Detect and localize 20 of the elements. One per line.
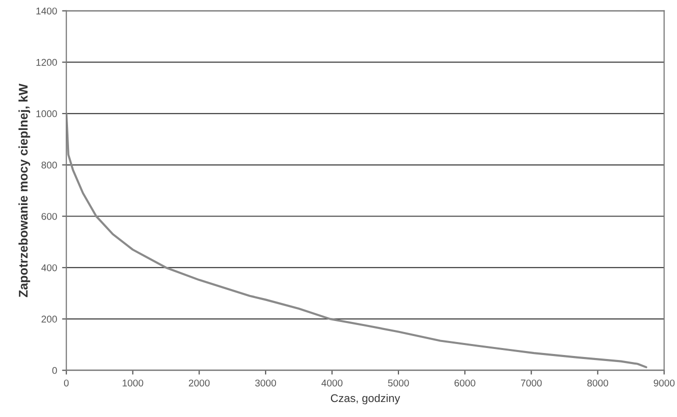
x-tick-label: 6000: [454, 380, 476, 386]
y-tick-label: 0: [52, 367, 57, 374]
x-tick-label: 1000: [122, 380, 144, 386]
x-axis-title: Czas, godziny: [330, 394, 400, 404]
y-axis-title: Zapotrzebowanie mocy cieplnej, kW: [18, 84, 30, 298]
y-tick-label: 400: [41, 264, 57, 272]
x-tick-label: 8000: [587, 380, 608, 386]
x-tick-label: 2000: [188, 380, 210, 386]
x-tick-label: 7000: [520, 380, 542, 386]
y-tick-label: 800: [42, 162, 57, 169]
y-tick-label: 200: [42, 316, 57, 323]
y-tick-label: 1200: [36, 58, 57, 66]
x-tick-label: 5000: [388, 380, 409, 386]
y-tick-label: 1000: [36, 110, 57, 118]
y-tick-label: 1400: [36, 8, 57, 14]
x-tick-label: 3000: [255, 380, 276, 386]
x-tick-label: 9000: [654, 380, 675, 386]
x-tick-label: 4000: [321, 380, 342, 386]
x-tick-label: 0: [64, 380, 69, 386]
y-tick-label: 600: [42, 212, 57, 220]
